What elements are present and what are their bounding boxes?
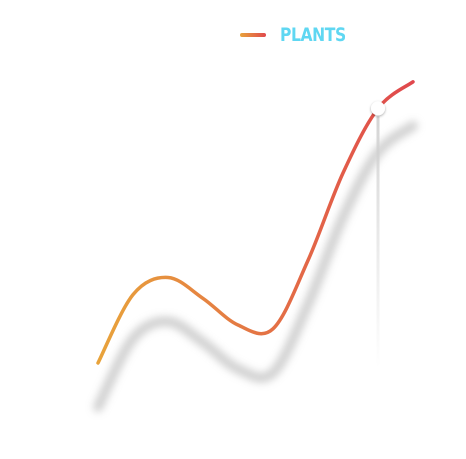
series-line-plants [96,80,415,365]
highlight-point-marker [371,101,385,116]
legend: PLANTS [240,22,360,48]
legend-swatch [240,33,266,37]
legend-label-plants: PLANTS [280,24,346,46]
highlight-drop-line [376,116,380,369]
series-shadow [93,120,418,412]
